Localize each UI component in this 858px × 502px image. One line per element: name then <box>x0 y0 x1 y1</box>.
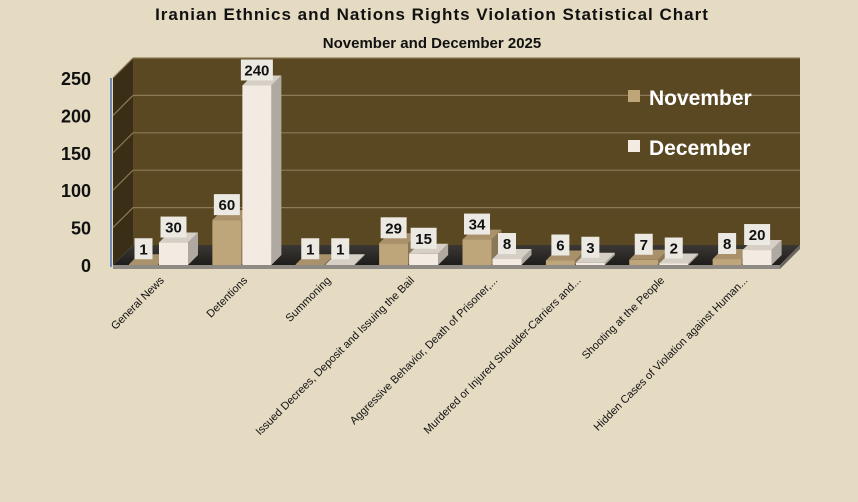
data-labels: 1 30 60 240 1 1 29 15 34 8 6 3 7 2 8 20 <box>134 59 771 260</box>
x-tick-label: Shooting at the People <box>580 275 667 362</box>
data-label-box <box>581 236 600 258</box>
data-label: 34 <box>469 217 486 234</box>
gridline-side <box>112 169 134 191</box>
bar-side <box>438 243 449 265</box>
data-label-box <box>718 233 737 255</box>
bar <box>409 253 439 265</box>
data-label-box <box>498 233 516 255</box>
legend-swatch <box>628 140 640 152</box>
plot-floor <box>113 245 800 269</box>
data-label: 8 <box>723 236 731 253</box>
data-label-box <box>240 59 273 81</box>
x-tick-label: Issued Decrees, Deposit and Issuing the … <box>254 275 417 438</box>
bar <box>295 264 325 265</box>
data-label: 29 <box>385 220 402 237</box>
legend: November December <box>628 87 752 160</box>
x-tick-label: Hidden Cases of Violation against Human.… <box>592 275 751 434</box>
data-label: 2 <box>670 241 678 258</box>
data-label-box <box>634 233 653 255</box>
floor-top <box>113 245 800 265</box>
chart-title: Iranian Ethnics and Nations Rights Viola… <box>155 5 709 24</box>
y-axis-ticks: 0 50 100 150 200 250 <box>61 69 112 276</box>
gridline-side <box>112 94 134 116</box>
gridline-side <box>112 132 134 154</box>
data-label: 240 <box>244 62 269 79</box>
data-label-box <box>213 194 240 216</box>
data-label: 8 <box>503 236 511 253</box>
data-label-box <box>410 227 437 249</box>
bar-side <box>604 252 615 265</box>
bar <box>159 242 188 265</box>
x-tick-label: Detentions <box>205 274 251 320</box>
data-label: 15 <box>415 231 432 248</box>
bar-side <box>354 254 365 265</box>
x-tick-label: Summoning <box>284 275 334 325</box>
data-label: 60 <box>219 197 236 214</box>
data-label: 1 <box>139 241 147 258</box>
bar <box>742 250 772 265</box>
y-tick-label: 250 <box>61 69 91 89</box>
data-label-box <box>160 216 187 238</box>
gridline-side <box>112 57 134 79</box>
data-label-box <box>380 217 407 239</box>
bar-side <box>771 240 782 265</box>
data-label-box <box>331 238 350 260</box>
x-tick-label: Murdered or Injured Shoulder-Carriers an… <box>422 275 584 437</box>
data-label: 30 <box>165 220 182 237</box>
data-label-box <box>134 238 153 260</box>
chart-subtitle: November and December 2025 <box>323 35 541 52</box>
plot-side-wall <box>113 58 133 265</box>
bar <box>242 85 272 265</box>
data-label: 7 <box>640 237 648 254</box>
y-tick-label: 200 <box>61 106 91 126</box>
floor-front-edge <box>113 265 780 269</box>
data-label-box <box>464 213 490 235</box>
data-label: 3 <box>586 240 594 257</box>
bar <box>129 264 158 265</box>
x-tick-label: Aggressive Behavior, Death of Prisoner,.… <box>348 275 500 427</box>
data-label-box <box>664 237 683 259</box>
bar <box>492 259 522 265</box>
bar <box>712 259 742 265</box>
data-label-box <box>551 234 570 256</box>
bar-side <box>271 75 282 265</box>
bar <box>212 220 242 265</box>
data-label: 1 <box>306 241 314 258</box>
legend-swatch <box>628 90 640 102</box>
bar-side <box>688 253 699 265</box>
bar <box>462 239 492 265</box>
data-label: 6 <box>556 238 564 255</box>
bar <box>659 263 689 265</box>
floor-side-edge <box>780 245 800 269</box>
y-tick-label: 150 <box>61 144 91 164</box>
legend-label: December <box>649 137 751 160</box>
y-tick-label: 0 <box>81 256 91 276</box>
bar <box>629 259 659 265</box>
data-label: 20 <box>749 227 766 244</box>
data-label-box <box>301 238 320 260</box>
bar <box>575 262 605 265</box>
bar-side <box>188 232 198 265</box>
legend-label: November <box>649 87 752 110</box>
gridline-side <box>112 207 134 229</box>
y-tick-label: 100 <box>61 181 91 201</box>
bar <box>325 264 355 265</box>
bar-side <box>521 249 532 265</box>
bar <box>379 243 409 265</box>
data-label-box <box>744 224 771 246</box>
y-tick-label: 50 <box>71 219 91 239</box>
bar <box>545 260 575 265</box>
x-tick-label: General News <box>109 274 167 332</box>
data-label: 1 <box>336 241 344 258</box>
